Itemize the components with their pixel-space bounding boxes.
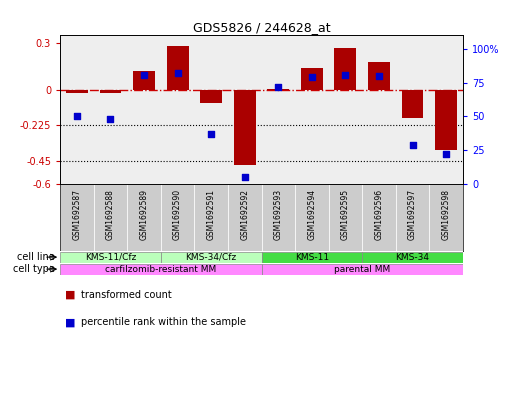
- Point: [442, 151, 450, 158]
- Bar: [195, 184, 228, 251]
- Text: KMS-11/Cfz: KMS-11/Cfz: [85, 253, 136, 262]
- Bar: [60, 252, 161, 263]
- Point: [274, 84, 282, 90]
- Bar: [161, 252, 262, 263]
- Text: percentile rank within the sample: percentile rank within the sample: [81, 317, 246, 327]
- Bar: [161, 184, 195, 251]
- Text: parental MM: parental MM: [334, 264, 390, 274]
- Text: GSM1692597: GSM1692597: [408, 189, 417, 241]
- Bar: [99, 90, 121, 93]
- Point: [140, 72, 148, 78]
- Text: GSM1692593: GSM1692593: [274, 189, 283, 241]
- Text: KMS-34: KMS-34: [395, 253, 429, 262]
- Bar: [429, 184, 463, 251]
- Point: [73, 113, 81, 119]
- Text: GSM1692594: GSM1692594: [308, 189, 316, 241]
- Text: cell type: cell type: [13, 264, 55, 274]
- Text: ■: ■: [65, 317, 76, 327]
- Bar: [127, 184, 161, 251]
- Bar: [301, 68, 323, 90]
- Text: GSM1692592: GSM1692592: [240, 189, 249, 241]
- Point: [375, 73, 383, 79]
- Text: GSM1692589: GSM1692589: [140, 189, 149, 241]
- Bar: [402, 90, 424, 118]
- Bar: [228, 184, 262, 251]
- Bar: [328, 184, 362, 251]
- Point: [174, 70, 182, 76]
- Bar: [362, 252, 463, 263]
- Bar: [200, 90, 222, 103]
- Text: GSM1692596: GSM1692596: [374, 189, 383, 241]
- Bar: [94, 184, 127, 251]
- Title: GDS5826 / 244628_at: GDS5826 / 244628_at: [192, 21, 331, 34]
- Point: [106, 116, 115, 122]
- Point: [241, 174, 249, 180]
- Bar: [396, 184, 429, 251]
- Text: GSM1692595: GSM1692595: [341, 189, 350, 241]
- Bar: [60, 184, 94, 251]
- Bar: [262, 252, 362, 263]
- Text: carfilzomib-resistant MM: carfilzomib-resistant MM: [105, 264, 217, 274]
- Text: GSM1692590: GSM1692590: [173, 189, 182, 241]
- Bar: [262, 184, 295, 251]
- Text: GSM1692598: GSM1692598: [441, 189, 451, 241]
- Text: ■: ■: [65, 290, 76, 300]
- Bar: [60, 264, 262, 275]
- Point: [341, 72, 349, 78]
- Bar: [167, 46, 188, 90]
- Bar: [66, 90, 88, 93]
- Point: [308, 74, 316, 81]
- Point: [408, 141, 417, 148]
- Bar: [368, 62, 390, 90]
- Text: KMS-11: KMS-11: [295, 253, 329, 262]
- Bar: [335, 48, 356, 90]
- Text: cell line: cell line: [17, 252, 55, 262]
- Text: KMS-34/Cfz: KMS-34/Cfz: [186, 253, 237, 262]
- Bar: [295, 184, 328, 251]
- Text: transformed count: transformed count: [81, 290, 172, 300]
- Text: GSM1692588: GSM1692588: [106, 189, 115, 240]
- Bar: [262, 264, 463, 275]
- Bar: [435, 90, 457, 150]
- Bar: [267, 88, 289, 90]
- Bar: [234, 90, 256, 165]
- Bar: [133, 72, 155, 90]
- Point: [207, 131, 215, 137]
- Bar: [362, 184, 396, 251]
- Text: GSM1692587: GSM1692587: [72, 189, 82, 241]
- Text: GSM1692591: GSM1692591: [207, 189, 215, 241]
